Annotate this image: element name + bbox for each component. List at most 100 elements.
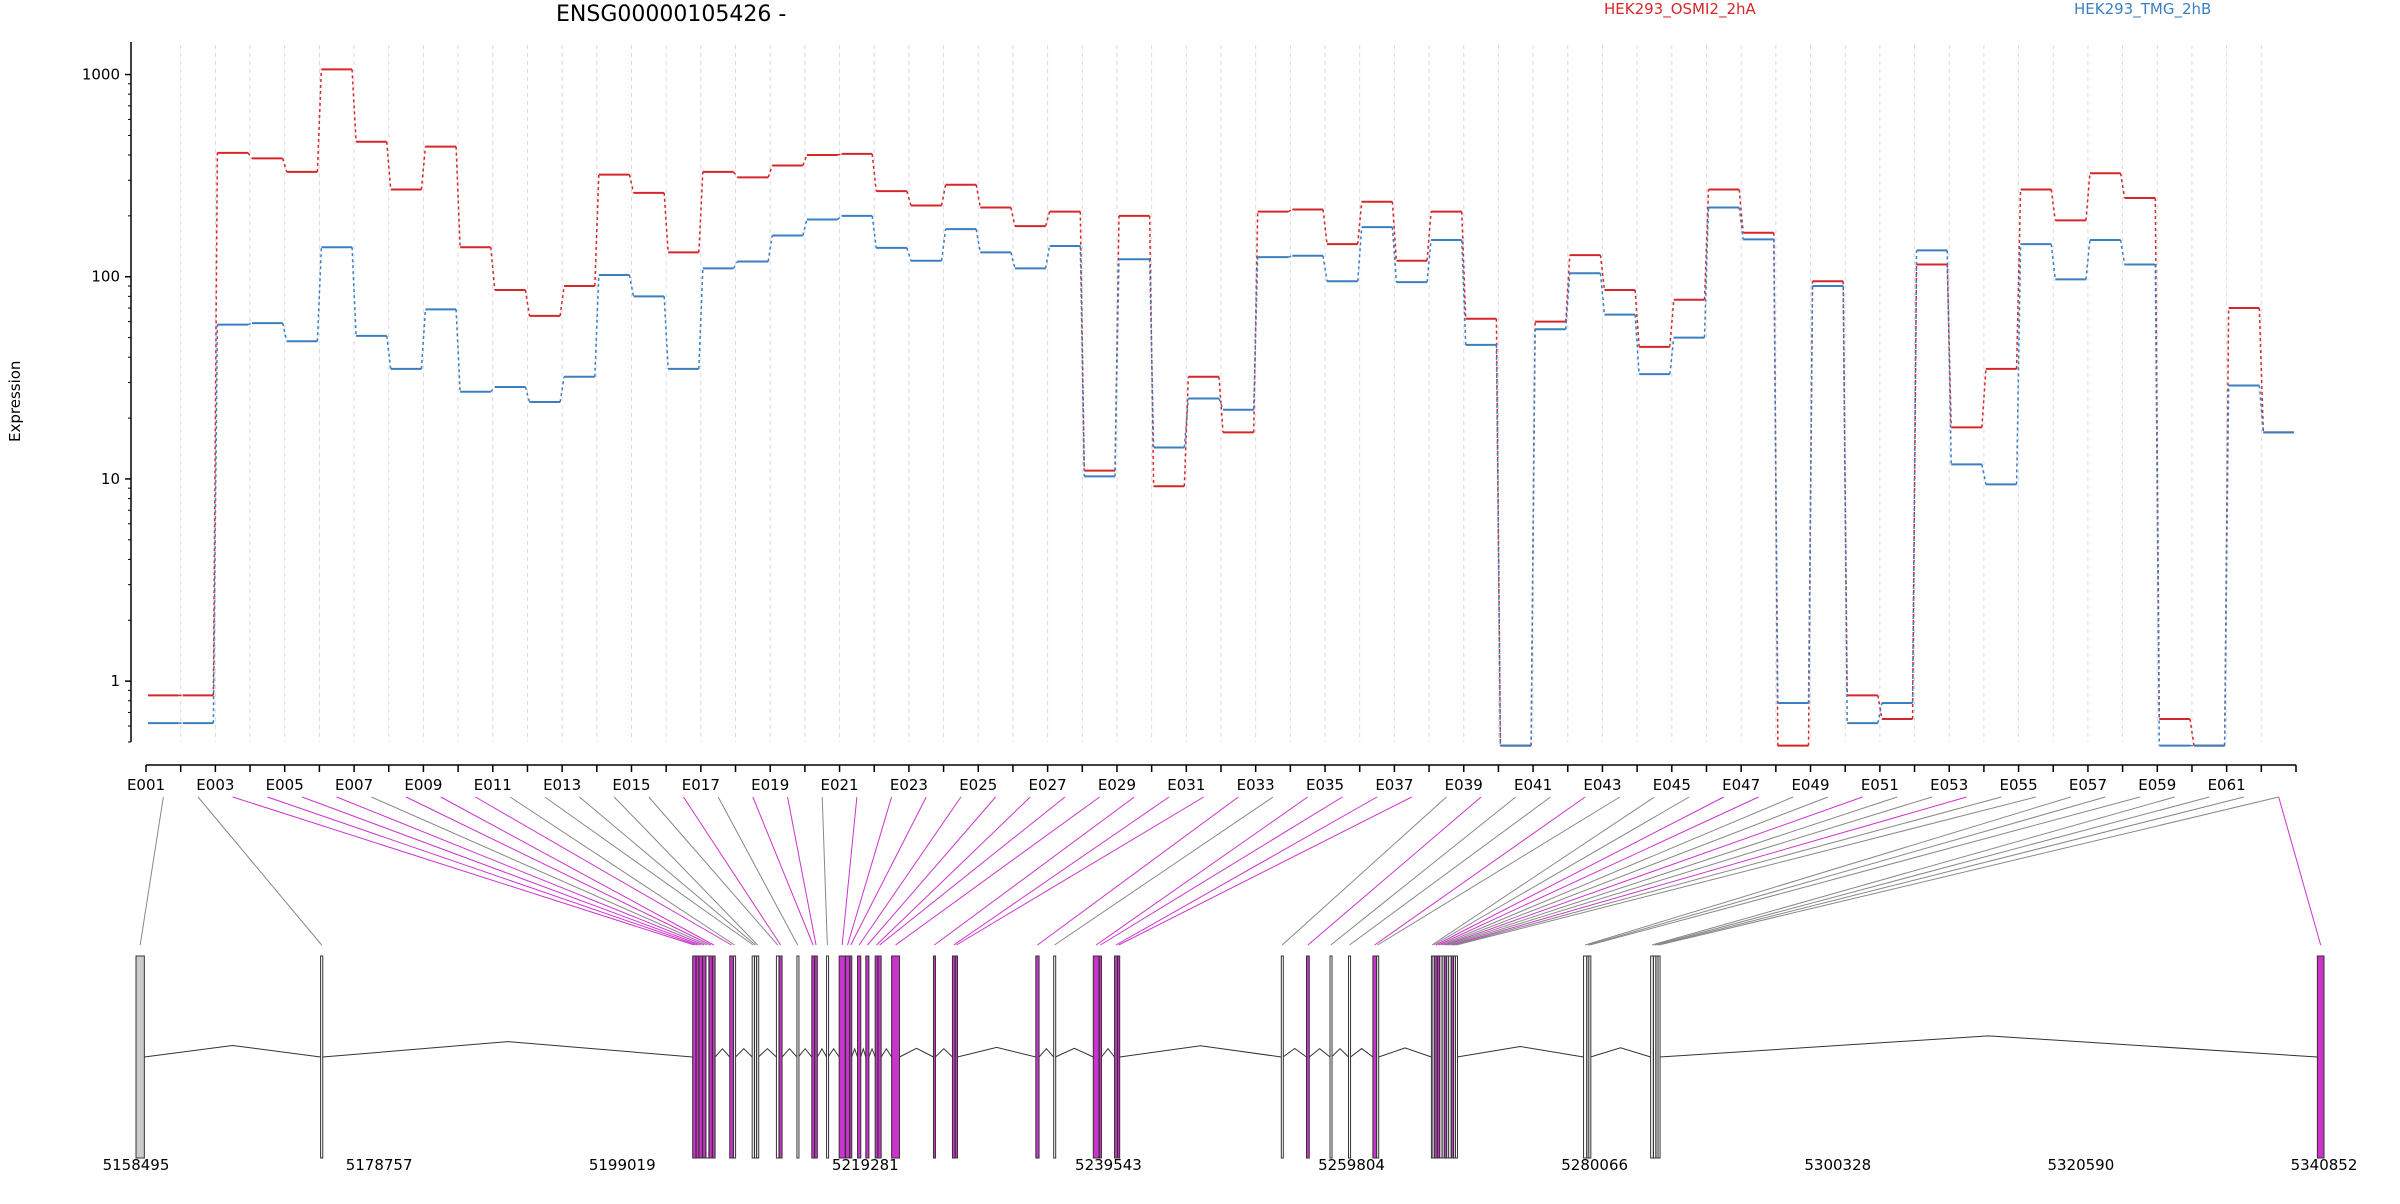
exon-connector	[1431, 796, 1655, 946]
exon-connector	[1587, 796, 2106, 946]
exon-connector	[879, 796, 1066, 946]
exon-connector	[579, 796, 756, 946]
data-connector	[385, 141, 392, 190]
data-connector	[1356, 201, 1363, 245]
exon-connector	[821, 796, 828, 946]
exon-connector	[866, 796, 996, 946]
exon-connector	[1447, 796, 1898, 946]
legend-entry-osmi2: HEK293_OSMI2_2hA	[1604, 0, 1756, 18]
intron-line	[781, 1047, 798, 1058]
exon-block	[756, 955, 760, 1159]
exon-block	[1053, 955, 1057, 1159]
exon-connector	[1656, 796, 2245, 946]
data-connector	[1669, 337, 1675, 375]
x-tick-label: E005	[266, 776, 304, 794]
exon-block	[1583, 955, 1588, 1159]
exon-block	[320, 955, 324, 1159]
data-connector	[732, 261, 739, 269]
exon-connector	[953, 796, 1170, 946]
intron-line	[797, 1047, 813, 1058]
exon-block	[1035, 955, 1040, 1159]
data-connector	[351, 247, 357, 336]
data-connector	[2050, 189, 2057, 221]
data-connector	[698, 171, 704, 253]
exon-block	[1348, 955, 1352, 1159]
exon-connector	[876, 796, 1031, 946]
data-connector	[1044, 211, 1051, 227]
intron-line	[758, 1047, 777, 1058]
intron-line	[899, 1047, 934, 1058]
intron-line	[957, 1046, 1036, 1058]
intron-line	[868, 1047, 876, 1058]
exon-block	[729, 955, 734, 1159]
exon-connector	[648, 796, 779, 946]
exon-block	[811, 955, 815, 1159]
data-connector	[628, 274, 635, 297]
data-connector	[1703, 189, 1710, 300]
x-tick-label: E049	[1791, 776, 1829, 794]
series-tmg	[148, 206, 2294, 747]
intron-line	[1101, 1047, 1115, 1058]
exon-block	[1653, 955, 1657, 1159]
data-connector	[1010, 252, 1016, 269]
data-connector	[906, 247, 912, 261]
exon-block	[1306, 955, 1310, 1159]
x-tick-label: E043	[1583, 776, 1621, 794]
data-connector	[351, 69, 357, 142]
y-tick-label: 100	[91, 268, 120, 286]
exon-block	[1450, 955, 1454, 1159]
exon-connector	[1349, 796, 1551, 946]
data-connector	[247, 322, 253, 326]
data-connector	[1114, 259, 1120, 477]
data-connector	[559, 376, 565, 403]
data-connector	[1288, 255, 1293, 258]
data-connector	[663, 192, 669, 253]
exon-block	[1455, 955, 1459, 1159]
data-connector	[1599, 273, 1606, 315]
x-tick-label: E041	[1514, 776, 1552, 794]
x-tick-label: E011	[474, 776, 512, 794]
exon-connector	[847, 796, 893, 946]
exon-block	[1448, 955, 1452, 1159]
x-tick-label: E055	[2000, 776, 2038, 794]
x-tick-label: E059	[2138, 776, 2176, 794]
exon-block	[1588, 955, 1592, 1159]
data-connector	[767, 235, 773, 262]
data-connector	[1183, 376, 1190, 487]
data-connector	[420, 309, 427, 369]
exon-block	[1376, 955, 1380, 1159]
exon-block	[2316, 955, 2325, 1159]
data-connector	[732, 171, 739, 178]
data-connector	[2223, 385, 2230, 746]
data-connector	[1842, 285, 1848, 724]
data-connector	[1391, 201, 1398, 261]
data-connector	[2085, 173, 2091, 221]
exon-block	[951, 955, 956, 1159]
x-tick-label: E047	[1722, 776, 1760, 794]
exon-block	[849, 955, 853, 1159]
intron-line	[860, 1047, 867, 1058]
data-connector	[1426, 239, 1432, 283]
exon-block	[1650, 955, 1654, 1159]
exon-block	[775, 955, 780, 1159]
x-tick-label: E013	[543, 776, 581, 794]
exon-connector	[613, 796, 758, 946]
exon-connector	[544, 796, 754, 946]
x-tick-label: E037	[1375, 776, 1413, 794]
data-connector	[2154, 264, 2161, 746]
intron-line	[1038, 1047, 1055, 1058]
genomic-coordinate-label: 5280066	[1561, 1156, 1628, 1174]
intron-line	[934, 1047, 953, 1058]
data-connector	[1738, 207, 1744, 240]
genomic-coordinate-label: 5219281	[832, 1156, 899, 1174]
data-connector	[975, 184, 981, 208]
data-connector	[594, 174, 600, 287]
exon-connector	[1438, 796, 1759, 946]
exon-connector	[787, 796, 817, 946]
exon-connector	[858, 796, 962, 946]
exon-block	[705, 955, 710, 1159]
legend-entry-tmg: HEK293_TMG_2hB	[2074, 0, 2212, 18]
intron-line	[1659, 1035, 2318, 1058]
data-connector	[2119, 173, 2126, 199]
